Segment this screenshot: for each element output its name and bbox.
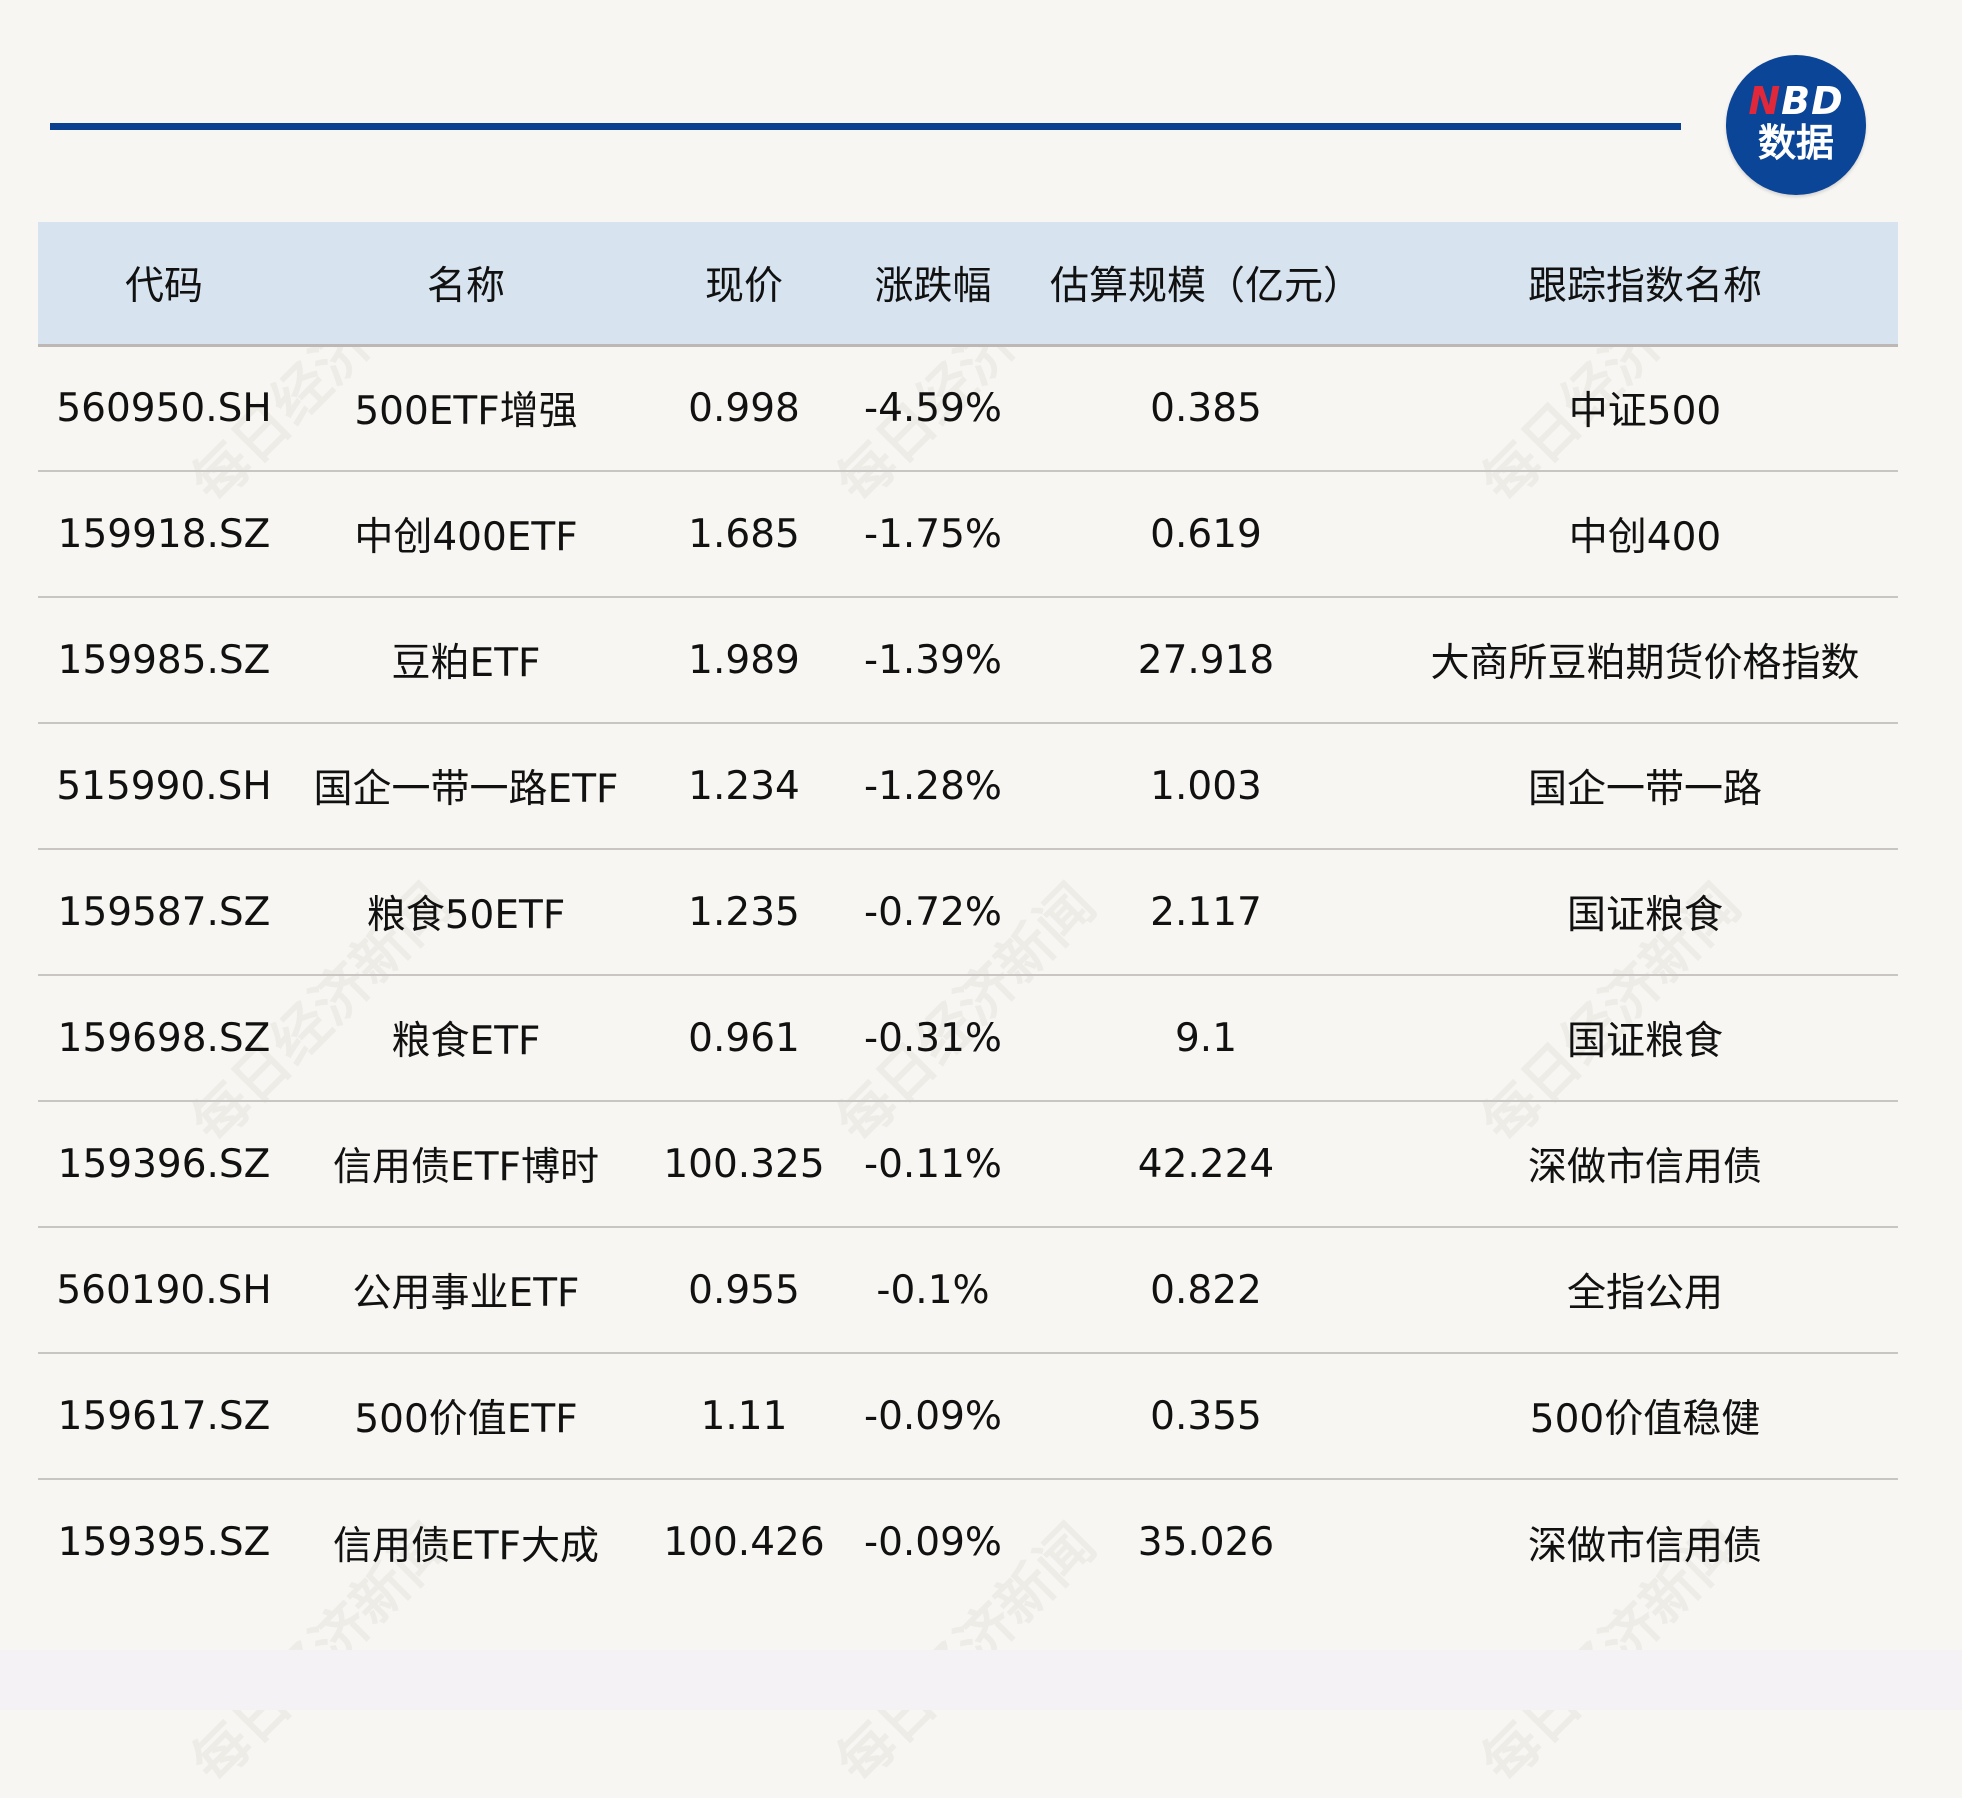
cell-price: 0.955 — [642, 1227, 846, 1354]
cell-price: 1.685 — [642, 471, 846, 598]
cell-change: -0.09% — [864, 1520, 1002, 1565]
header-code: 代码 — [38, 222, 290, 347]
header-price: 现价 — [642, 222, 846, 347]
cell-index: 500价值稳健 — [1392, 1353, 1898, 1480]
table-row: 159985.SZ 豆粕ETF 1.989 -1.39% 27.918 大商所豆粕期货价格… — [38, 597, 1898, 724]
cell-price: 1.11 — [642, 1353, 846, 1480]
cell-price: 100.426 — [663, 1520, 825, 1565]
cell-index: 中证500 — [1392, 345, 1898, 472]
bottom-strip — [0, 1650, 1962, 1710]
cell-scale: 9.1 — [1020, 975, 1392, 1102]
cell-index: 深做市信用债 — [1392, 1101, 1898, 1228]
header-name: 名称 — [290, 222, 642, 347]
cell-change: -0.31% — [846, 975, 1020, 1102]
cell-index: 中创400 — [1392, 471, 1898, 598]
cell-price: 100.325 — [642, 1101, 846, 1228]
cell-change: -1.28% — [846, 723, 1020, 850]
header-scale: 估算规模（亿元） — [1020, 222, 1392, 347]
cell-change: -0.09% — [846, 1353, 1020, 1480]
cell-index: 大商所豆粕期货价格指数 — [1392, 597, 1898, 724]
cell-name: 中创400ETF — [290, 471, 642, 598]
nbd-logo: NBD 数据 — [1726, 55, 1866, 195]
cell-name: 信用债ETF大成 — [333, 1523, 599, 1569]
cell-index: 全指公用 — [1392, 1227, 1898, 1354]
cell-scale: 0.355 — [1020, 1353, 1392, 1480]
cell-scale: 35.026 — [1137, 1520, 1275, 1565]
cell-index: 深做市信用债 — [1527, 1523, 1762, 1569]
table-row: 159396.SZ 信用债ETF博时 100.325 -0.11% 42.224 深做市信… — [38, 1101, 1898, 1228]
cell-index: 国证粮食 — [1392, 849, 1898, 976]
cell-name: 信用债ETF博时 — [290, 1101, 642, 1228]
cell-code: 560950.SH — [38, 345, 290, 472]
cell-change: -1.75% — [846, 471, 1020, 598]
logo-cn: 数据 — [1757, 121, 1834, 165]
cell-name: 500ETF增强 — [290, 345, 642, 472]
cell-change: -0.72% — [846, 849, 1020, 976]
cell-name: 国企一带一路ETF — [290, 723, 642, 850]
cell-scale: 1.003 — [1020, 723, 1392, 850]
cell-index: 国企一带一路 — [1392, 723, 1898, 850]
table-row: 159698.SZ 粮食ETF 0.961 -0.31% 9.1 国证粮食 — [38, 975, 1898, 1102]
table-row: 560190.SH 公用事业ETF 0.955 -0.1% 0.822 全指公用 — [38, 1227, 1898, 1354]
cell-code: 159396.SZ — [38, 1101, 290, 1228]
cell-code: 159395.SZ — [57, 1520, 271, 1565]
table-header: 代码 名称 现价 涨跌幅 估算规模（亿元） 跟踪指数名称 — [38, 222, 1898, 347]
cell-code: 159617.SZ — [38, 1353, 290, 1480]
cell-code: 159918.SZ — [38, 471, 290, 598]
header-index: 跟踪指数名称 — [1392, 222, 1898, 347]
etf-table: 代码 名称 现价 涨跌幅 估算规模（亿元） 跟踪指数名称 560950.SH 50… — [38, 222, 1898, 1605]
table-row: 560950.SH 500ETF增强 0.998 -4.59% 0.385 中证500 — [38, 345, 1898, 472]
cell-code: 515990.SH — [38, 723, 290, 850]
cell-scale: 0.822 — [1020, 1227, 1392, 1354]
cell-scale: 0.619 — [1020, 471, 1392, 598]
cell-scale: 2.117 — [1020, 849, 1392, 976]
cell-price: 0.998 — [642, 345, 846, 472]
cell-code: 159587.SZ — [38, 849, 290, 976]
cell-change: -4.59% — [846, 345, 1020, 472]
cell-scale: 42.224 — [1020, 1101, 1392, 1228]
cell-price: 0.961 — [642, 975, 846, 1102]
header-change: 涨跌幅 — [846, 222, 1020, 347]
cell-change: -1.39% — [846, 597, 1020, 724]
cell-price: 1.989 — [642, 597, 846, 724]
cell-name: 粮食50ETF — [290, 849, 642, 976]
logo-bd: BD — [1781, 79, 1844, 123]
table-row: 159617.SZ 500价值ETF 1.11 -0.09% 0.355 500价值稳健 — [38, 1353, 1898, 1480]
cell-scale: 27.918 — [1020, 597, 1392, 724]
title-rule — [50, 123, 1681, 130]
logo-n: N — [1748, 79, 1782, 123]
cell-price: 1.234 — [642, 723, 846, 850]
cell-name: 粮食ETF — [290, 975, 642, 1102]
cell-name: 500价值ETF — [290, 1353, 642, 1480]
cell-price: 1.235 — [642, 849, 846, 976]
table-row: 515990.SH 国企一带一路ETF 1.234 -1.28% 1.003 国企一带一路 — [38, 723, 1898, 850]
cell-change: -0.1% — [846, 1227, 1020, 1354]
cell-scale: 0.385 — [1020, 345, 1392, 472]
cell-code: 159698.SZ — [38, 975, 290, 1102]
cell-name: 豆粕ETF — [290, 597, 642, 724]
cell-code: 560190.SH — [38, 1227, 290, 1354]
cell-name: 公用事业ETF — [290, 1227, 642, 1354]
table-row: 159587.SZ 粮食50ETF 1.235 -0.72% 2.117 国证粮食 — [38, 849, 1898, 976]
cell-change: -0.11% — [846, 1101, 1020, 1228]
table-row: 159918.SZ 中创400ETF 1.685 -1.75% 0.619 中创400 — [38, 471, 1898, 598]
cell-code: 159985.SZ — [38, 597, 290, 724]
table-row: 159395.SZ 信用债ETF大成 100.426 -0.09% 35.026 深做市信… — [38, 1479, 1898, 1605]
cell-index: 国证粮食 — [1392, 975, 1898, 1102]
